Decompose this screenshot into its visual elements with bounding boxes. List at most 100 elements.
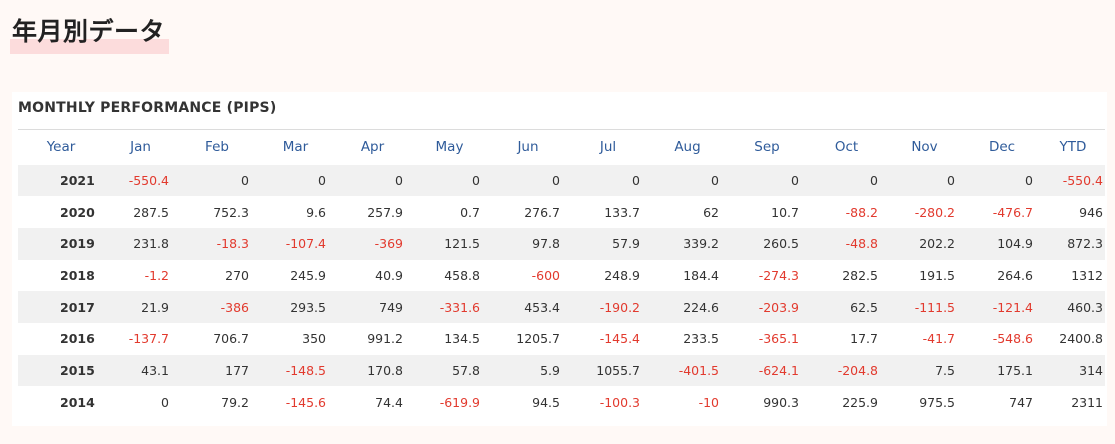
value-cell-feb: -386 [220, 299, 249, 315]
column-header-dec: Dec [988, 139, 1016, 156]
value-cell-jan: 0 [161, 394, 169, 410]
value-cell-dec: -548.6 [992, 331, 1033, 347]
value-cell-mar: 245.9 [290, 267, 326, 283]
value-cell-mar: 293.5 [290, 299, 326, 315]
value-cell-nov: -41.7 [922, 331, 955, 347]
value-cell-mar: 9.6 [306, 204, 326, 220]
column-header-apr: Apr [360, 139, 385, 156]
value-cell-jul: 0 [632, 172, 640, 188]
page-heading-wrap: 年月別データ [10, 14, 170, 54]
value-cell-jun: 1205.7 [516, 331, 560, 347]
value-cell-mar: -107.4 [285, 236, 326, 252]
value-cell-ytd: 460.3 [1067, 299, 1103, 315]
column-header-aug: Aug [674, 139, 701, 156]
value-cell-nov: 7.5 [935, 362, 955, 378]
table-row: 2014 0 79.2 -145.6 74.4 -619.9 94.5 -100.3 -10 99… [18, 386, 1105, 418]
table-row: 2019 231.8 -18.3 -107.4 -369 121.5 97.8 57.9 339… [18, 227, 1105, 260]
year-cell: 2021 [60, 172, 95, 188]
column-header-oct: Oct [834, 139, 859, 156]
value-cell-may: 57.8 [452, 362, 480, 378]
value-cell-dec: 747 [1009, 394, 1033, 410]
value-cell-dec: 0 [1025, 172, 1033, 188]
value-cell-jan: 21.9 [141, 299, 169, 315]
value-cell-nov: -111.5 [914, 299, 955, 315]
value-cell-jun: 0 [552, 172, 560, 188]
value-cell-may: 134.5 [444, 331, 480, 347]
value-cell-jan: -1.2 [144, 267, 169, 283]
value-cell-oct: -88.2 [845, 204, 878, 220]
table-body: 2021 -550.4 0 0 0 0 0 0 0 0 0 0 0 -550.4 2020 287.5 752.… [18, 164, 1105, 419]
table-row: 2015 43.1 177 -148.5 170.8 57.8 5.9 1055.7 -401.… [18, 354, 1105, 387]
value-cell-ytd: 2400.8 [1059, 331, 1103, 347]
value-cell-jun: 97.8 [532, 236, 560, 252]
table-row: 2018 -1.2 270 245.9 40.9 458.8 -600 248.9 184.4 -… [18, 260, 1105, 292]
page-title: 年月別データ [10, 14, 170, 54]
value-cell-mar: -145.6 [285, 394, 326, 410]
value-cell-apr: 170.8 [367, 362, 403, 378]
value-cell-jun: 276.7 [524, 204, 560, 220]
value-cell-sep: -624.1 [758, 362, 799, 378]
value-cell-ytd: 872.3 [1067, 236, 1103, 252]
value-cell-sep: 10.7 [771, 204, 799, 220]
value-cell-mar: 0 [318, 172, 326, 188]
value-cell-nov: 202.2 [919, 236, 955, 252]
value-cell-jun: 94.5 [532, 394, 560, 410]
value-cell-jul: -145.4 [599, 331, 640, 347]
value-cell-may: 458.8 [444, 267, 480, 283]
value-cell-aug: 184.4 [683, 267, 719, 283]
column-header-may: May [435, 139, 464, 156]
year-cell: 2019 [60, 236, 95, 252]
monthly-performance-table: Year Jan Feb Mar Apr May Jun Jul Aug Sep Oct Nov Dec… [18, 129, 1105, 418]
value-cell-aug: 224.6 [683, 299, 719, 315]
value-cell-sep: 990.3 [763, 394, 799, 410]
table-row: 2017 21.9 -386 293.5 749 -331.6 453.4 -190.2 224… [18, 291, 1105, 323]
value-cell-sep: 260.5 [763, 236, 799, 252]
value-cell-oct: 0 [870, 172, 878, 188]
column-header-mar: Mar [282, 139, 309, 156]
value-cell-feb: -18.3 [216, 236, 249, 252]
value-cell-mar: 350 [302, 331, 326, 347]
value-cell-jul: 248.9 [604, 267, 640, 283]
value-cell-ytd: 314 [1079, 362, 1103, 378]
column-header-year: Year [46, 139, 76, 156]
value-cell-feb: 270 [225, 267, 249, 283]
value-cell-jul: 57.9 [612, 236, 640, 252]
value-cell-apr: 257.9 [367, 204, 403, 220]
value-cell-aug: -401.5 [678, 362, 719, 378]
value-cell-apr: 40.9 [375, 267, 403, 283]
value-cell-nov: 975.5 [919, 394, 955, 410]
value-cell-apr: 0 [395, 172, 403, 188]
value-cell-jul: -190.2 [599, 299, 640, 315]
value-cell-apr: -369 [374, 236, 403, 252]
value-cell-jul: 133.7 [604, 204, 640, 220]
value-cell-may: -331.6 [439, 299, 480, 315]
value-cell-dec: -121.4 [992, 299, 1033, 315]
value-cell-aug: 62 [703, 204, 719, 220]
year-cell: 2015 [60, 362, 95, 378]
value-cell-ytd: 2311 [1071, 394, 1103, 410]
column-header-jan: Jan [130, 139, 151, 156]
column-header-nov: Nov [911, 139, 938, 156]
year-cell: 2016 [60, 331, 95, 347]
value-cell-nov: 0 [947, 172, 955, 188]
value-cell-oct: -48.8 [845, 236, 878, 252]
year-cell: 2017 [60, 299, 95, 315]
value-cell-oct: 225.9 [842, 394, 878, 410]
panel-title: MONTHLY PERFORMANCE (PIPS) [18, 100, 277, 116]
column-header-ytd: YTD [1059, 139, 1087, 156]
value-cell-jun: -600 [531, 267, 560, 283]
value-cell-nov: -280.2 [914, 204, 955, 220]
value-cell-jul: -100.3 [599, 394, 640, 410]
value-cell-apr: 749 [379, 299, 403, 315]
column-header-sep: Sep [754, 139, 780, 156]
column-header-jul: Jul [599, 139, 617, 156]
value-cell-apr: 991.2 [367, 331, 403, 347]
value-cell-jul: 1055.7 [596, 362, 640, 378]
value-cell-oct: 62.5 [850, 299, 878, 315]
value-cell-oct: 17.7 [850, 331, 878, 347]
year-cell: 2018 [60, 267, 95, 283]
value-cell-may: -619.9 [439, 394, 480, 410]
value-cell-sep: 0 [791, 172, 799, 188]
value-cell-jun: 5.9 [540, 362, 560, 378]
value-cell-nov: 191.5 [919, 267, 955, 283]
